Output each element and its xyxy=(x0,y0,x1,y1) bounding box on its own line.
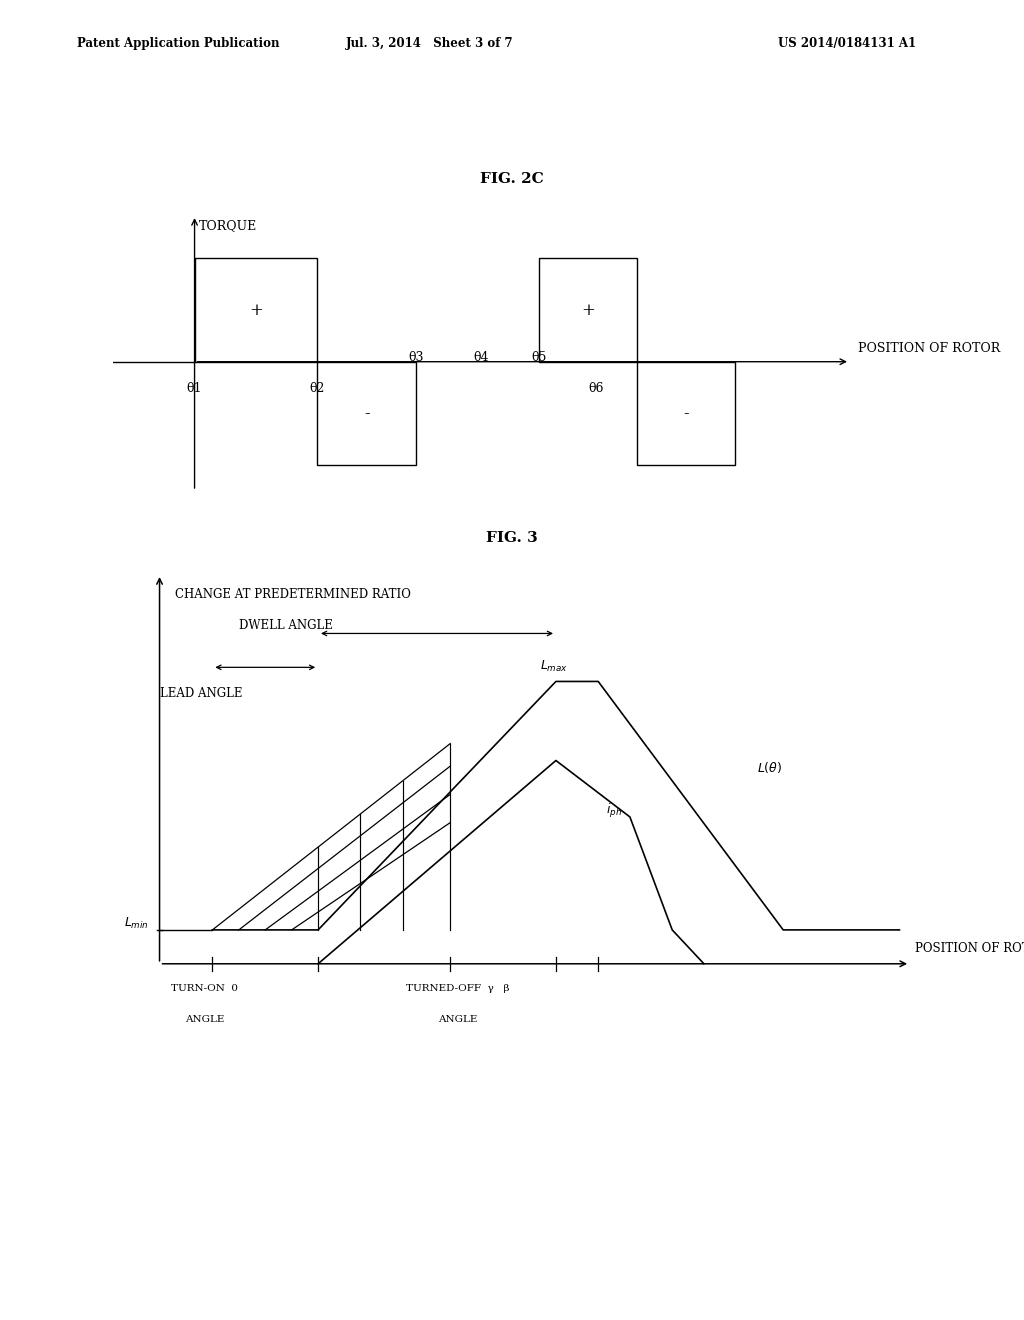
Text: θ3: θ3 xyxy=(408,351,424,364)
Text: Patent Application Publication: Patent Application Publication xyxy=(77,37,280,50)
Text: Jul. 3, 2014   Sheet 3 of 7: Jul. 3, 2014 Sheet 3 of 7 xyxy=(346,37,514,50)
Bar xyxy=(637,362,735,465)
Bar xyxy=(195,259,317,362)
Text: -: - xyxy=(683,405,689,422)
Text: ANGLE: ANGLE xyxy=(438,1015,478,1023)
Text: US 2014/0184131 A1: US 2014/0184131 A1 xyxy=(778,37,916,50)
Text: TURNED-OFF  γ   β: TURNED-OFF γ β xyxy=(407,983,510,993)
Text: θ5: θ5 xyxy=(530,351,547,364)
Text: LEAD ANGLE: LEAD ANGLE xyxy=(160,688,242,700)
Text: +: + xyxy=(581,301,595,318)
Text: TORQUE: TORQUE xyxy=(199,219,257,232)
Text: POSITION OF ROTOR: POSITION OF ROTOR xyxy=(858,342,1000,355)
Text: POSITION OF ROTOR(θ): POSITION OF ROTOR(θ) xyxy=(915,942,1024,956)
Text: -: - xyxy=(364,405,370,422)
Text: FIG. 2C: FIG. 2C xyxy=(480,172,544,186)
Text: CHANGE AT PREDETERMINED RATIO: CHANGE AT PREDETERMINED RATIO xyxy=(175,589,412,602)
Text: +: + xyxy=(249,301,263,318)
Text: θ4: θ4 xyxy=(473,351,489,364)
Text: $i_{ph}$: $i_{ph}$ xyxy=(606,803,623,820)
Text: DWELL ANGLE: DWELL ANGLE xyxy=(239,619,333,632)
Text: TURN-ON  0: TURN-ON 0 xyxy=(171,983,238,993)
Text: $L(\theta)$: $L(\theta)$ xyxy=(757,760,782,775)
Bar xyxy=(539,259,637,362)
Text: θ2: θ2 xyxy=(309,383,326,396)
Text: FIG. 3: FIG. 3 xyxy=(486,531,538,545)
Text: $L_{max}$: $L_{max}$ xyxy=(540,659,568,675)
Text: $L_{min}$: $L_{min}$ xyxy=(124,916,148,931)
Bar xyxy=(317,362,416,465)
Text: θ6: θ6 xyxy=(588,383,604,396)
Text: ANGLE: ANGLE xyxy=(184,1015,224,1023)
Text: θ1: θ1 xyxy=(186,383,203,396)
